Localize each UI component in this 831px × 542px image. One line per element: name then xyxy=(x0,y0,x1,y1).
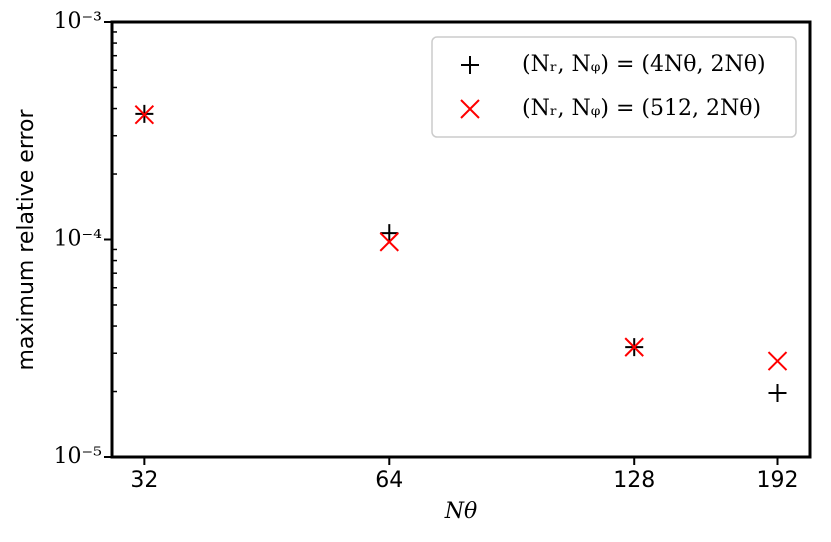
y-tick-label: 10⁻⁵ xyxy=(54,444,102,469)
x-tick-label: 64 xyxy=(375,468,403,493)
legend-label: (Nᵣ, Nᵩ) = (4Nθ, 2Nθ) xyxy=(522,52,766,77)
x-tick-label: 192 xyxy=(756,468,798,493)
point xyxy=(768,383,787,402)
x-tick-label: 128 xyxy=(613,468,655,493)
legend-marker xyxy=(461,56,479,74)
legend-marker xyxy=(460,99,480,119)
x-tick-label: 32 xyxy=(130,468,158,493)
plot-frame xyxy=(110,20,812,459)
point xyxy=(767,351,788,371)
point xyxy=(134,104,155,125)
legend-box xyxy=(431,36,797,138)
legend-label: (Nᵣ, Nᵩ) = (512, 2Nθ) xyxy=(522,96,761,121)
y-axis-label: maximum relative error xyxy=(14,109,39,371)
y-tick-label: 10⁻⁴ xyxy=(54,227,103,252)
x-axis-label: Nθ xyxy=(444,499,478,524)
point xyxy=(379,232,399,252)
point xyxy=(624,337,644,357)
y-tick-label: 10⁻³ xyxy=(54,9,102,34)
point xyxy=(380,224,399,243)
